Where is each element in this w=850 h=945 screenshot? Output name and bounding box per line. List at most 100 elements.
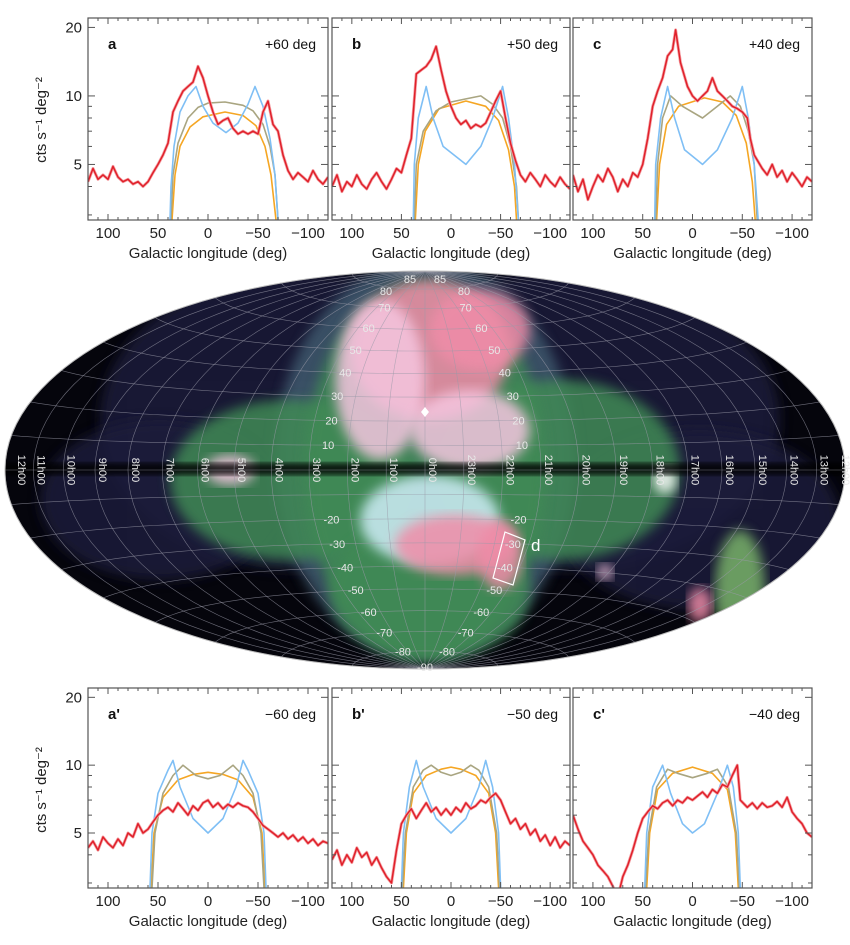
parallel-line (103, 565, 747, 599)
hour-label: 16h00 (723, 455, 735, 486)
parallel-line (351, 273, 499, 290)
y-tick-label: 10 (65, 757, 82, 774)
parallel-line (103, 341, 747, 375)
galactic-center-marker (421, 407, 429, 417)
model-blue-line (643, 764, 742, 888)
y-tick-label: 5 (74, 156, 82, 173)
region-d-label: d (531, 536, 540, 555)
hour-label: 0h00 (426, 458, 438, 482)
hour-label: 12h00 (839, 455, 850, 486)
hour-label: 12h00 (15, 455, 27, 486)
x-tick-label: 0 (447, 893, 455, 910)
hour-label: 7h00 (163, 458, 175, 482)
latitude-label: 50 (350, 345, 362, 357)
y-tick-label: 20 (65, 689, 82, 706)
emission-blob (335, 300, 425, 460)
latitude-label: 80 (380, 286, 392, 298)
panel-a-prime: 100 50 0 −50 −100 5 10 20 a' −60 deg Galactic long… (65, 687, 329, 930)
model-orange-line (150, 771, 266, 888)
latitude-label: 60 (475, 323, 487, 335)
latitude-label: -20 (511, 515, 527, 527)
parallel-line (11, 494, 839, 505)
hour-label: 18h00 (653, 455, 665, 486)
x-tick-label: 0 (204, 893, 212, 910)
x-tick-label: 50 (150, 893, 167, 910)
y-tick-label: 10 (65, 88, 82, 105)
latitude-label: -80 (439, 647, 455, 659)
panel-letter: a' (108, 706, 120, 723)
hour-label: 22h00 (504, 455, 516, 486)
panel-letter: b' (352, 706, 365, 723)
data-line (88, 65, 328, 188)
parallel-line (351, 650, 499, 667)
latitude-label: -70 (376, 628, 392, 640)
x-tick-label: 50 (393, 225, 410, 242)
x-tick-label: −100 (291, 225, 325, 242)
x-tick-label: −100 (533, 225, 567, 242)
model-blue-line (169, 85, 279, 220)
panel-latitude-label: −50 deg (507, 706, 558, 722)
emission-blob (597, 564, 613, 580)
hour-label: 11h00 (34, 455, 46, 485)
data-line (573, 764, 812, 888)
latitude-label: 70 (378, 302, 390, 314)
latitude-label: 40 (499, 368, 511, 380)
y-axis-label-top: cts s⁻¹ deg⁻² (33, 77, 50, 163)
x-axis-label: Galactic longitude (deg) (129, 913, 287, 930)
x-tick-label: −100 (775, 225, 809, 242)
parallel-line (281, 631, 569, 658)
y-tick-label: 5 (74, 825, 82, 842)
latitude-label: 30 (331, 391, 343, 403)
model-olive-line (644, 768, 741, 888)
parallel-line (281, 282, 569, 309)
latitude-label: 85 (434, 274, 446, 286)
panel-latitude-label: −60 deg (265, 706, 316, 722)
panel-b-prime: 100 50 0 −50 −100 b' −50 deg Galactic longitude… (331, 687, 571, 930)
model-blue-line (400, 759, 502, 888)
parallel-line (61, 542, 789, 570)
data-error-band (332, 44, 570, 194)
hour-label: 10h00 (64, 455, 76, 486)
parallel-line (30, 401, 820, 422)
model-olive-line (654, 95, 758, 220)
hour-label: 9h00 (96, 458, 108, 482)
model-olive-line (401, 764, 501, 888)
y-tick-label: 20 (65, 19, 82, 36)
x-tick-label: 0 (688, 225, 696, 242)
panel-letter: a (108, 36, 117, 53)
data-line (332, 45, 570, 193)
model-blue-line (149, 759, 267, 888)
hour-label: 2h00 (348, 458, 360, 482)
emission-blob (430, 290, 530, 370)
model-olive-line (170, 101, 279, 220)
panel-c: 100 50 0 −50 −100 c +40 deg Galactic longitude … (572, 17, 813, 262)
x-axis-label: Galactic longitude (deg) (613, 245, 771, 262)
hour-label: 5h00 (235, 458, 247, 482)
data-line (573, 29, 812, 201)
hour-label: 15h00 (756, 455, 768, 486)
latitude-label: 10 (516, 440, 528, 452)
data-error-band (88, 64, 328, 188)
x-tick-label: 50 (634, 893, 651, 910)
hour-label: 4h00 (272, 458, 284, 482)
model-orange-line (402, 766, 500, 888)
latitude-label: 20 (325, 415, 337, 427)
parallel-line (154, 588, 696, 623)
latitude-label: -20 (324, 515, 340, 527)
x-tick-label: −100 (775, 893, 809, 910)
latitude-label: -40 (497, 562, 513, 574)
latitude-label: 70 (460, 302, 472, 314)
x-tick-label: 100 (339, 893, 364, 910)
model-blue-line (412, 85, 520, 220)
parallel-line (214, 297, 636, 330)
parallel-line (154, 317, 696, 352)
model-orange-line (655, 97, 756, 220)
x-tick-label: −100 (291, 893, 325, 910)
latitude-label: -50 (348, 585, 364, 597)
latitude-label-south-pole: -90 (417, 662, 433, 674)
x-tick-label: −50 (730, 225, 755, 242)
panel-letter: b (352, 36, 361, 53)
x-tick-label: −100 (533, 893, 567, 910)
